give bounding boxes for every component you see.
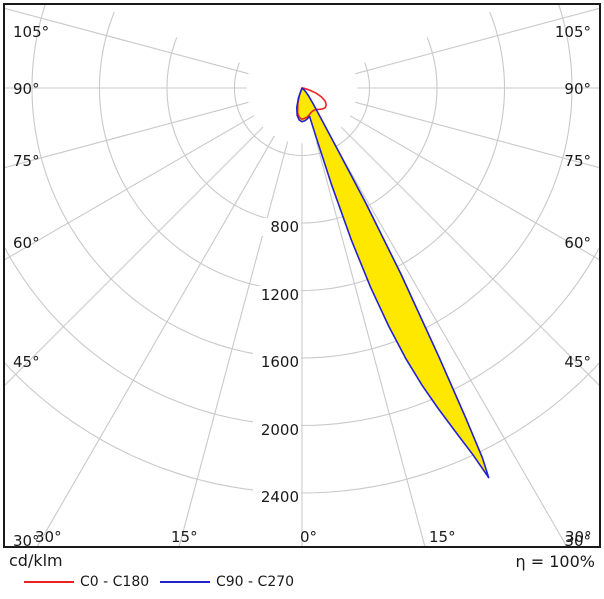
grid-spoke [5, 101, 249, 169]
angle-label-right-2: 75° [564, 152, 591, 170]
radial-label-3: 2000 [253, 421, 301, 439]
efficiency-label: η = 100% [515, 552, 595, 571]
angle-label-right-1: 90° [564, 80, 591, 98]
angle-label-bottom-4: 30° [565, 528, 592, 546]
grid-spoke [340, 126, 599, 386]
grid-spoke [355, 7, 599, 75]
grid-spoke [5, 126, 264, 386]
legend-label-c0-c180: C0 - C180 [80, 574, 150, 590]
unit-label: cd/klm [9, 551, 63, 570]
grid-spoke [5, 115, 255, 261]
angle-label-left-2: 75° [13, 152, 40, 170]
angle-label-left-1: 90° [13, 80, 40, 98]
grid-spoke [349, 115, 599, 261]
angle-label-bottom-0: 30° [35, 528, 62, 546]
beam-fill-region [296, 88, 489, 478]
angle-label-left-3: 60° [13, 234, 40, 252]
polar-gridlines [5, 5, 599, 546]
radial-label-4: 2400 [253, 488, 301, 506]
angle-label-left-5: 30° [13, 532, 40, 548]
grid-spoke [329, 135, 568, 546]
legend-label-c90-c270: C90 - C270 [216, 574, 295, 590]
angle-label-bottom-3: 15° [429, 528, 456, 546]
curve-c90-c270 [295, 87, 490, 479]
polar-plot-frame: 105° 90° 75° 60° 45° 30° 105° 90° 75° 60° 45° 30° … [3, 3, 601, 548]
grid-spoke [315, 141, 426, 546]
intensity-curves [295, 87, 490, 479]
angle-label-left-4: 45° [13, 353, 40, 371]
beam-fill [296, 88, 489, 478]
angle-label-bottom-2: 0° [300, 528, 318, 546]
radial-label-1: 1200 [253, 286, 301, 304]
legend-swatch-c90-c270 [160, 581, 210, 583]
angle-label-left-0: 105° [13, 23, 50, 41]
legend-swatch-c0-c180 [24, 581, 74, 583]
legend-item-c0-c180: C0 - C180 [24, 574, 149, 590]
radial-label-0: 800 [253, 218, 301, 236]
legend-item-c90-c270: C90 - C270 [160, 574, 294, 590]
angle-label-right-0: 105° [554, 23, 591, 41]
angle-label-bottom-1: 15° [171, 528, 198, 546]
angle-label-right-3: 60° [564, 234, 591, 252]
angle-label-right-5: 30° [564, 532, 591, 548]
grid-spoke [355, 101, 599, 169]
radial-label-2: 1600 [253, 353, 301, 371]
grid-spoke [5, 7, 249, 75]
grid-spoke [178, 141, 289, 546]
angle-label-right-4: 45° [564, 353, 591, 371]
polar-grid-and-curves [5, 5, 599, 546]
grid-spoke [36, 135, 275, 546]
chart-legend: cd/klm η = 100% C0 - C180 C90 - C270 [0, 549, 604, 599]
